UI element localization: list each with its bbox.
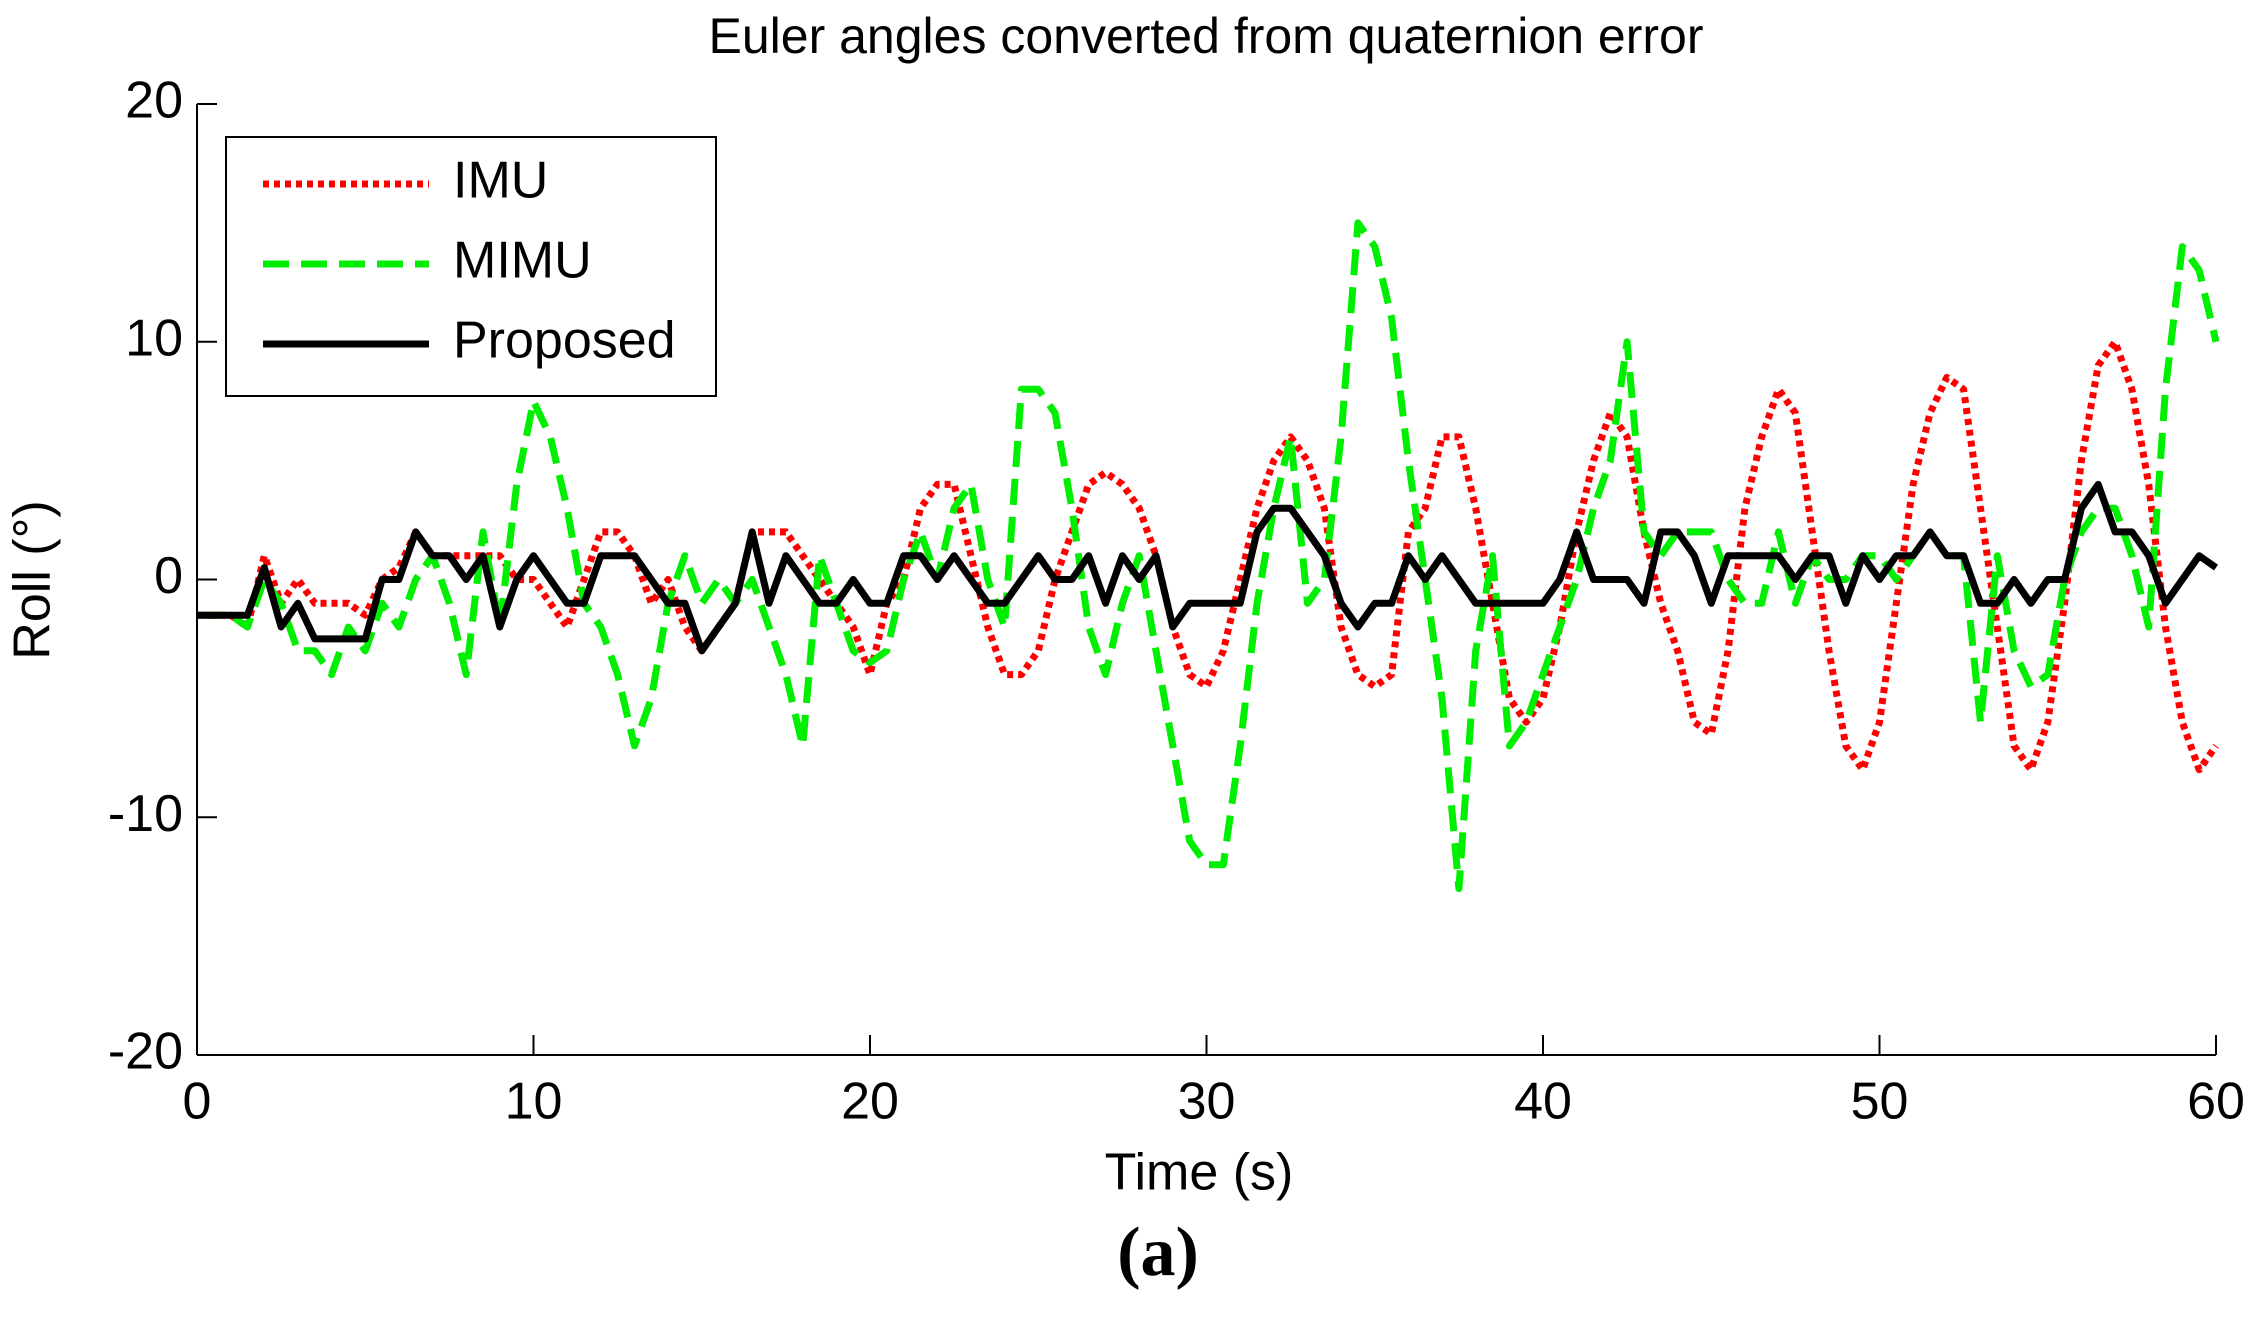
y-axis-label: Roll (°) [4, 500, 62, 659]
series-line [197, 338, 2219, 774]
y-tick-label: 10 [125, 309, 183, 367]
x-tick-label: 10 [505, 1073, 563, 1131]
chart-title: Euler angles converted from quaternion e… [709, 8, 1704, 64]
legend-label: Proposed [453, 312, 676, 370]
x-axis-label: Time (s) [1105, 1144, 1294, 1202]
y-tick-label: 0 [154, 547, 183, 605]
caption: (a) [1117, 1214, 1199, 1291]
x-tick-label: 0 [183, 1073, 212, 1131]
x-tick-label: 20 [841, 1073, 899, 1131]
legend: IMU MIMU Proposed [225, 136, 717, 397]
x-tick-label: 50 [1851, 1073, 1909, 1131]
y-tick-label: -10 [108, 785, 183, 843]
legend-label: MIMU [453, 232, 592, 290]
legend-label: IMU [453, 152, 548, 210]
x-tick-label: 60 [2187, 1073, 2245, 1131]
series-line [197, 480, 2219, 655]
y-tick-label: 20 [125, 72, 183, 130]
x-tick-label: 30 [1178, 1073, 1236, 1131]
x-tick-label: 40 [1514, 1073, 1572, 1131]
y-tick-label: -20 [108, 1023, 183, 1081]
